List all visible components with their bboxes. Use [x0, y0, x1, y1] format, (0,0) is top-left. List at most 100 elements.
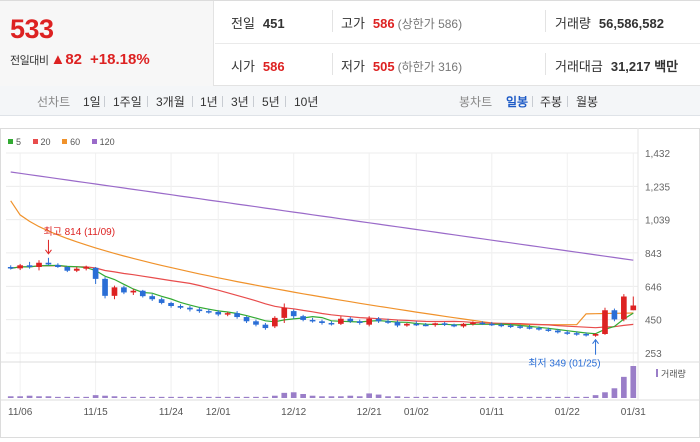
candle: [470, 322, 476, 325]
volume-bar: [215, 396, 222, 398]
candle: [45, 262, 52, 265]
candle: [73, 268, 80, 271]
tab-daily[interactable]: 일봉: [506, 95, 529, 109]
legend-ma20[interactable]: 20: [32, 137, 51, 147]
candle: [517, 326, 523, 328]
candle: [36, 262, 42, 267]
candle: [290, 311, 297, 317]
volume-bar: [45, 396, 52, 398]
y-tick-label: 450: [645, 316, 662, 327]
volume: 거래량 56,586,582: [555, 13, 664, 32]
ma60-line: [10, 200, 634, 326]
high-arrow-head: [45, 249, 52, 255]
legend-ma60[interactable]: 60: [62, 137, 80, 147]
y-tick-label: 1,235: [645, 182, 670, 193]
candle: [404, 323, 410, 326]
row-divider: [215, 43, 700, 44]
volume-bar: [583, 396, 589, 398]
y-tick-label: 253: [645, 349, 662, 360]
range-1y[interactable]: 1년: [200, 95, 218, 109]
high-label: 고가: [341, 16, 365, 31]
volume-bar: [83, 396, 90, 398]
candle: [205, 311, 212, 313]
y-tick-label: 843: [645, 249, 662, 260]
volume-bar: [422, 396, 429, 398]
amount-value: 31,217 백만: [610, 59, 679, 74]
change-amount: 82: [65, 51, 83, 68]
candle: [55, 264, 61, 267]
volume-bar: [187, 396, 193, 398]
volume-bar: [621, 376, 627, 398]
range-1w[interactable]: 1주일: [113, 95, 142, 109]
volume-bar: [92, 395, 99, 398]
volume-bar: [262, 396, 269, 398]
volume-bar: [158, 396, 165, 398]
low-arrow-head: [592, 338, 599, 345]
legend-ma5[interactable]: 5: [8, 137, 21, 147]
volume-bar: [130, 396, 137, 398]
volume-bar: [602, 392, 608, 398]
high-annotation: 최고 814 (11/09): [43, 226, 115, 238]
candle: [338, 318, 344, 324]
volume-bar: [290, 392, 297, 398]
volume-bar: [281, 392, 288, 398]
volume-bar: [385, 396, 391, 398]
candle: [224, 313, 231, 315]
volume-bar: [328, 396, 335, 398]
range-1d[interactable]: 1일: [83, 95, 101, 109]
divider: [222, 96, 223, 107]
x-tick-label: 12/01: [206, 407, 231, 418]
change-label: 전일대비: [10, 55, 49, 67]
volume-bar: [573, 396, 580, 398]
current-price: 533: [10, 14, 54, 44]
volume-swatch: [656, 369, 658, 377]
candle: [564, 332, 571, 334]
range-3m[interactable]: 3개월: [156, 95, 185, 109]
divider: [532, 96, 533, 107]
candle: [83, 266, 90, 269]
volume-bar: [121, 396, 127, 398]
low-label: 저가: [341, 59, 365, 74]
volume-bar: [394, 396, 401, 398]
change-percent: +18.18%: [90, 51, 150, 68]
low-annotation: 최저 349 (01/25): [528, 358, 600, 370]
volume-bar: [517, 396, 523, 398]
volume-bar: [545, 396, 552, 398]
candle: [111, 287, 118, 296]
volume-bar: [507, 396, 514, 398]
volume-bar: [451, 396, 457, 398]
range-10y[interactable]: 10년: [294, 95, 319, 109]
x-tick-label: 01/31: [621, 407, 646, 418]
volume-bar: [470, 396, 476, 398]
low-price: 저가 505 (하한가 316): [341, 56, 462, 75]
volume-bar: [366, 393, 372, 398]
divider: [545, 10, 546, 32]
range-5y[interactable]: 5년: [262, 95, 280, 109]
legend-ma120-label: 120: [99, 137, 115, 147]
x-tick-label: 12/21: [357, 407, 382, 418]
upper-limit: (상한가 586): [397, 17, 463, 31]
candle: [281, 307, 288, 318]
stock-summary: 533 전일대비 ▲82 +18.18% 전일 451 고가 586 (상한가 586) …: [0, 0, 700, 86]
ma120-line: [10, 171, 634, 261]
volume-bar: [347, 395, 354, 398]
chart-frame: [0, 128, 700, 438]
candle: [554, 330, 561, 333]
range-3y[interactable]: 3년: [231, 95, 249, 109]
volume-bar: [338, 396, 344, 398]
candle: [422, 324, 429, 327]
volume-bar: [196, 396, 203, 398]
volume-bar: [17, 396, 23, 398]
candle: [149, 296, 156, 300]
tab-monthly[interactable]: 월봉: [576, 95, 599, 109]
candle: [630, 305, 637, 311]
candle: [215, 311, 222, 315]
volume-bar: [309, 395, 316, 398]
volume-bar: [253, 396, 259, 398]
legend-ma120[interactable]: 120: [91, 137, 115, 147]
volume-bar: [488, 396, 495, 398]
open-label: 시가: [231, 59, 255, 74]
volume-value: 56,586,582: [598, 16, 664, 31]
tab-weekly[interactable]: 주봉: [540, 95, 563, 109]
open-value: 586: [262, 59, 285, 74]
